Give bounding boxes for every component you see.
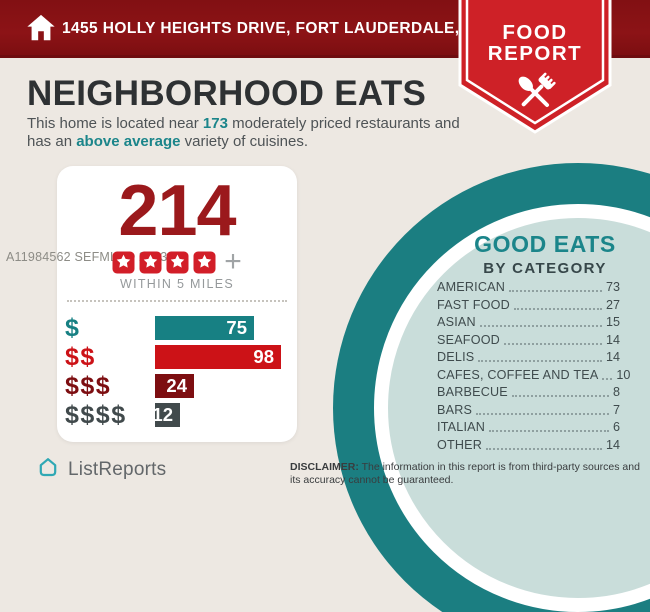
category-value: 8 (612, 385, 620, 399)
price-bar-row: $$$ 24 (65, 372, 297, 400)
category-row: ITALIAN 6 (437, 420, 620, 434)
category-row: SEAFOOD 14 (437, 332, 620, 347)
price-tier-label: $$$ (65, 372, 112, 400)
rating-stars (112, 251, 216, 274)
subtitle-pre: This home is located near (27, 115, 203, 132)
category-value: 14 (605, 332, 620, 347)
price-bar-row: $75 (65, 314, 297, 342)
category-value: 7 (612, 402, 620, 417)
price-bar-value: 75 (226, 317, 247, 338)
category-value: 6 (612, 420, 620, 434)
category-label: CAFES, COFFEE AND TEA (437, 367, 599, 382)
category-value: 14 (605, 437, 620, 452)
page-title: NEIGHBORHOOD EATS (27, 74, 427, 113)
good-eats-header: GOOD EATS BY CATEGORY (445, 231, 645, 277)
rating-star-icon (193, 251, 216, 274)
price-bar: 24 (155, 374, 194, 398)
subtitle: This home is located near 173 moderately… (27, 115, 479, 150)
category-row: AMERICAN 73 (437, 280, 620, 294)
disclaimer-text: The information in this report is from t… (290, 461, 640, 486)
price-bar-value: 12 (152, 404, 173, 425)
leader-dots (478, 360, 602, 362)
subtitle-mid: moderately priced restaurants and has an (27, 115, 460, 150)
brand-name: ListReports (68, 458, 167, 480)
rating-star-icon (139, 251, 162, 274)
disclaimer: DISCLAIMER: The information in this repo… (290, 461, 642, 486)
price-bar: 98 (155, 345, 281, 369)
category-value: 27 (605, 297, 620, 312)
category-row: BARS 7 (437, 402, 620, 417)
price-tier-label: $$$$ (65, 401, 127, 429)
disclaimer-label: DISCLAIMER: (290, 461, 359, 473)
category-label: SEAFOOD (437, 332, 500, 347)
leader-dots (486, 447, 602, 450)
rating-star-icon (166, 251, 189, 274)
leader-dots (511, 395, 609, 397)
price-bar-value: 98 (253, 346, 274, 367)
subtitle-post: variety of cuisines. (180, 132, 309, 150)
price-bar: 12 (152, 403, 180, 427)
category-value: 73 (605, 280, 620, 294)
category-label: DELIS (437, 350, 475, 364)
price-tier-label: $ (65, 314, 81, 342)
plus-sign: + (224, 245, 242, 278)
category-value: 14 (605, 350, 620, 364)
restaurant-stats-card: 214 + WITHIN 5 MILES $75 $$ 98 $$$ 24 $$$$ 12 (57, 166, 297, 442)
leader-dots (479, 325, 602, 327)
price-tier-label: $$ (65, 343, 96, 371)
category-row: CAFES, COFFEE AND TEA 10 (437, 367, 630, 382)
good-eats-title: GOOD EATS (474, 231, 616, 257)
badge-line2: REPORT (488, 42, 582, 65)
rating-stars-row: + (57, 245, 297, 278)
category-value: 15 (605, 315, 620, 329)
category-label: BARBECUE (437, 385, 508, 399)
price-bar-row: $$$$ 12 (65, 401, 297, 429)
category-row: DELIS 14 (437, 350, 620, 364)
category-label: FAST FOOD (437, 297, 510, 312)
leader-dots (503, 342, 602, 345)
restaurant-count: 173 (202, 115, 228, 132)
category-value: 10 (616, 367, 631, 382)
leader-dots (602, 377, 613, 380)
category-label: AMERICAN (437, 280, 506, 294)
property-address: 1455 HOLLY HEIGHTS DRIVE, FORT LAUDERDAL… (62, 20, 534, 37)
category-list: AMERICAN 73 FAST FOOD 27 ASIAN 15 SEAFOOD 14 DEL… (437, 280, 630, 456)
radius-label: WITHIN 5 MILES (119, 277, 235, 291)
dotted-divider (67, 300, 287, 302)
house-icon (25, 12, 57, 49)
food-report-ribbon: FOOD REPORT (458, 0, 612, 134)
leader-dots (509, 290, 602, 292)
price-bar-value: 24 (166, 375, 187, 396)
price-bar: 75 (155, 316, 254, 340)
price-bar-chart: $75 $$ 98 $$$ 24 $$$$ 12 (57, 314, 297, 429)
listreports-icon (36, 455, 60, 484)
crossed-utensils-icon (518, 72, 556, 108)
badge-line1: FOOD (502, 21, 567, 44)
leader-dots (476, 412, 609, 415)
brand-logo: ListReports (36, 455, 166, 484)
category-label: ITALIAN (437, 420, 486, 434)
total-restaurants-count: 214 (118, 171, 236, 251)
category-row: BARBECUE 8 (437, 385, 620, 399)
category-label: OTHER (437, 437, 483, 452)
variety-highlight: above average (76, 132, 181, 150)
price-bar-row: $$ 98 (65, 343, 297, 371)
rating-star-icon (112, 251, 135, 274)
category-row: OTHER 14 (437, 437, 620, 452)
category-label: ASIAN (437, 315, 476, 329)
leader-dots (489, 430, 609, 432)
category-row: FAST FOOD 27 (437, 297, 620, 312)
leader-dots (513, 307, 602, 310)
category-row: ASIAN 15 (437, 315, 620, 329)
good-eats-subtitle: BY CATEGORY (483, 260, 607, 277)
category-label: BARS (437, 402, 473, 417)
